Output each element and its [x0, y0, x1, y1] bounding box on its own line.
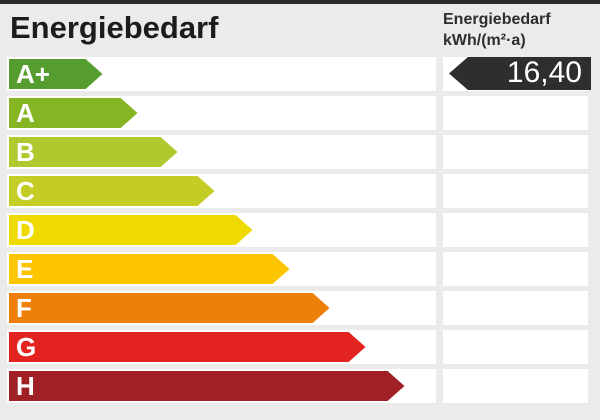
energy-band-arrow: [7, 213, 255, 247]
row-right-cell: [443, 291, 588, 325]
energy-band-arrow: [7, 291, 332, 325]
band-label: H: [16, 371, 35, 401]
energy-band-arrow: [7, 135, 180, 169]
row-right-cell: [443, 174, 588, 208]
scale-row-b: B: [0, 135, 600, 169]
row-right-cell: [443, 96, 588, 130]
scale-row-h: H: [0, 369, 600, 403]
unit-label-block: Energiebedarf kWh/(m²·a): [443, 9, 551, 51]
page-title: Energiebedarf: [10, 10, 219, 45]
energy-band-arrow: [7, 252, 292, 286]
scale-row-f: F: [0, 291, 600, 325]
value-text: 16,40: [506, 56, 582, 89]
energy-band-arrow: [7, 369, 407, 403]
band-label: G: [16, 332, 37, 362]
scale-row-c: C: [0, 174, 600, 208]
band-label: B: [16, 137, 35, 167]
scale-row-a: A: [0, 96, 600, 130]
row-right-cell: [443, 330, 588, 364]
band-label: C: [16, 176, 35, 206]
energy-band-arrow: [7, 96, 140, 130]
energy-band-arrow: [7, 174, 217, 208]
unit-label-line2: kWh/(m²·a): [443, 32, 526, 49]
unit-label-line1: Energiebedarf: [443, 11, 551, 28]
row-right-cell: [443, 213, 588, 247]
row-right-cell: [443, 252, 588, 286]
band-label: F: [16, 293, 32, 323]
row-right-cell: [443, 135, 588, 169]
energy-band-arrow: [7, 57, 105, 91]
band-label: A+: [16, 59, 50, 89]
band-label: A: [16, 98, 35, 128]
row-right-cell: [443, 369, 588, 403]
energy-band-arrow: [7, 330, 368, 364]
value-tag: 16,40: [449, 57, 591, 90]
top-border: [0, 0, 600, 4]
scale-row-d: D: [0, 213, 600, 247]
energy-scale: A+ A B C D: [0, 57, 600, 403]
scale-row-g: G: [0, 330, 600, 364]
band-label: D: [16, 215, 35, 245]
band-label: E: [16, 254, 34, 284]
scale-row-e: E: [0, 252, 600, 286]
